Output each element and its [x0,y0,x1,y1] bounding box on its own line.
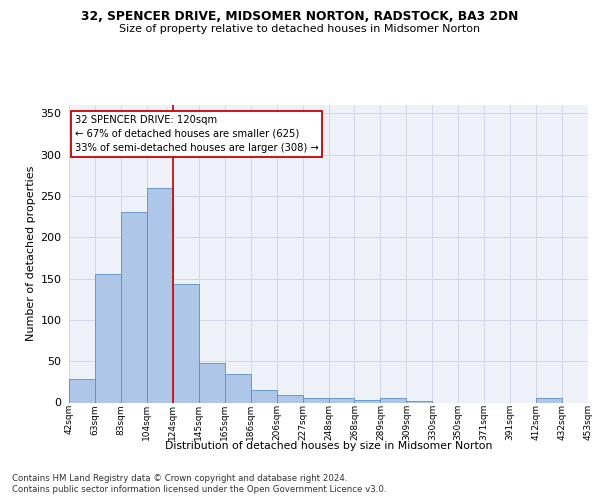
Bar [121,212,147,402]
Bar [69,380,95,402]
Bar [380,398,406,402]
Bar [277,395,302,402]
Bar [355,400,380,402]
Bar [536,398,562,402]
Bar [199,363,224,403]
Text: Distribution of detached houses by size in Midsomer Norton: Distribution of detached houses by size … [165,441,493,451]
Text: Size of property relative to detached houses in Midsomer Norton: Size of property relative to detached ho… [119,24,481,34]
Text: Contains HM Land Registry data © Crown copyright and database right 2024.: Contains HM Land Registry data © Crown c… [12,474,347,483]
Bar [147,188,173,402]
Bar [225,374,251,402]
Text: 32, SPENCER DRIVE, MIDSOMER NORTON, RADSTOCK, BA3 2DN: 32, SPENCER DRIVE, MIDSOMER NORTON, RADS… [82,10,518,23]
Y-axis label: Number of detached properties: Number of detached properties [26,166,36,342]
Bar [251,390,277,402]
Bar [406,401,432,402]
Text: Contains public sector information licensed under the Open Government Licence v3: Contains public sector information licen… [12,485,386,494]
Bar [302,398,329,402]
Bar [95,274,121,402]
Bar [173,284,199,403]
Bar [329,398,355,402]
Text: 32 SPENCER DRIVE: 120sqm
← 67% of detached houses are smaller (625)
33% of semi-: 32 SPENCER DRIVE: 120sqm ← 67% of detach… [75,115,319,153]
